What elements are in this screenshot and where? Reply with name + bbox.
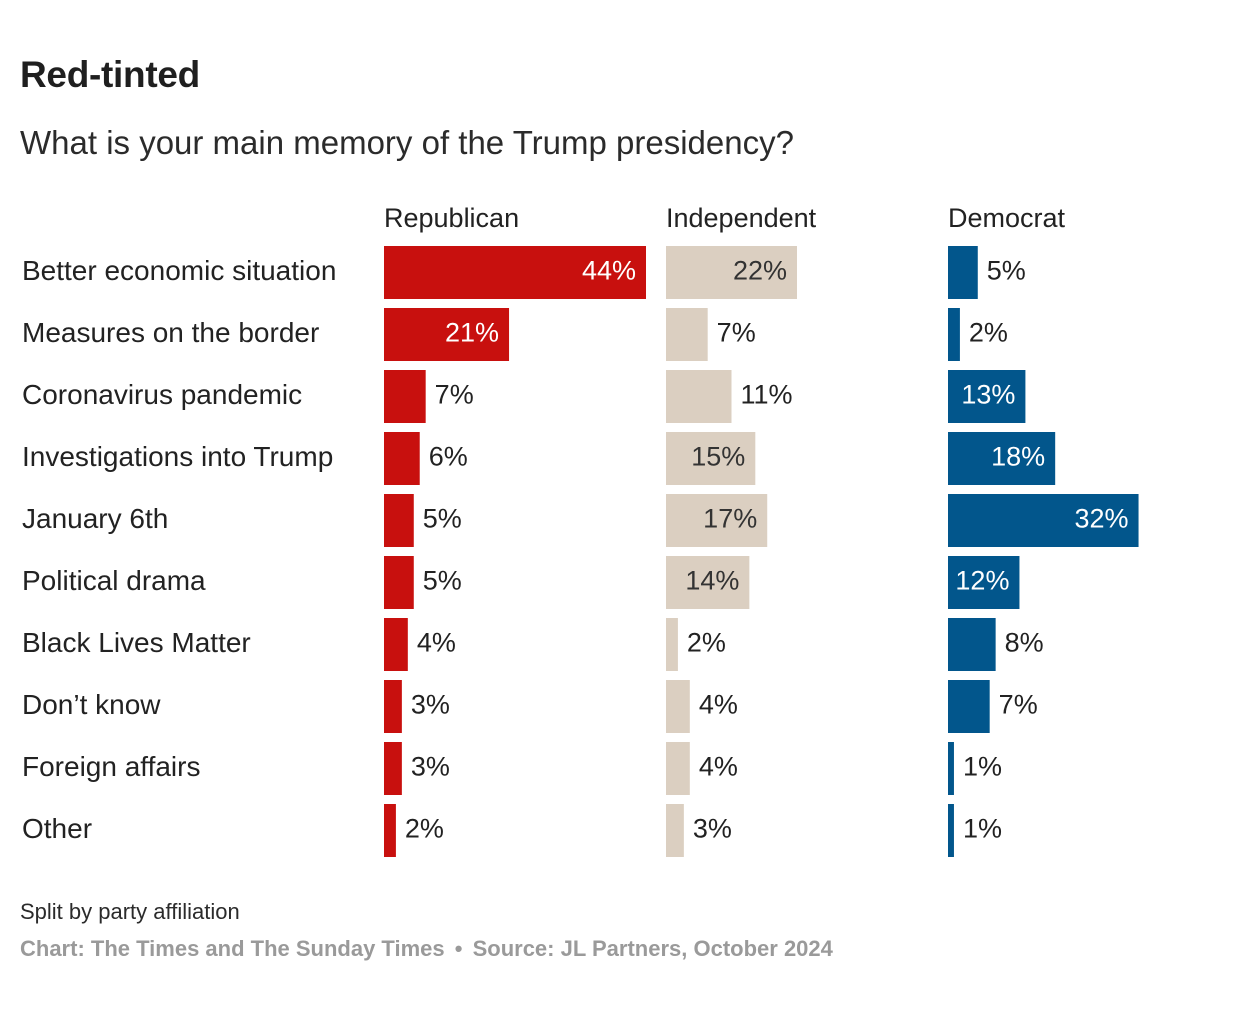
chart-credit: Chart: The Times and The Sunday Times <box>20 936 445 961</box>
value-label-independent: 14% <box>685 566 739 596</box>
value-label-democrat: 8% <box>1005 628 1044 658</box>
value-label-republican: 44% <box>582 256 636 286</box>
separator-dot: • <box>454 936 463 961</box>
bar-democrat <box>948 556 1020 609</box>
value-label-republican: 2% <box>405 814 444 844</box>
category-label: Coronavirus pandemic <box>22 379 302 410</box>
value-label-independent: 22% <box>733 256 787 286</box>
value-label-democrat: 5% <box>987 256 1026 286</box>
value-label-democrat: 13% <box>961 380 1015 410</box>
category-label: Investigations into Trump <box>22 441 333 472</box>
value-label-republican: 5% <box>423 504 462 534</box>
category-label: Don’t know <box>22 689 161 720</box>
value-label-independent: 17% <box>703 504 757 534</box>
bar-independent <box>666 618 678 671</box>
value-label-democrat: 1% <box>963 814 1002 844</box>
value-label-independent: 11% <box>741 380 793 410</box>
bar-independent <box>666 556 750 609</box>
value-label-independent: 15% <box>691 442 745 472</box>
category-label: Black Lives Matter <box>22 627 251 658</box>
bar-democrat <box>948 370 1026 423</box>
footer-note: Split by party affiliation <box>20 899 240 924</box>
bar-republican <box>384 246 646 299</box>
bar-democrat <box>948 618 996 671</box>
value-label-democrat: 18% <box>991 442 1045 472</box>
bar-independent <box>666 804 684 857</box>
series-header-republican: Republican <box>384 203 519 233</box>
bar-independent <box>666 432 756 485</box>
value-label-democrat: 32% <box>1074 504 1128 534</box>
chart-subtitle: What is your main memory of the Trump pr… <box>20 124 794 161</box>
bar-independent <box>666 680 690 733</box>
bar-republican <box>384 680 402 733</box>
chart-title: Red-tinted <box>20 54 200 95</box>
bar-independent <box>666 370 732 423</box>
category-label: January 6th <box>22 503 168 534</box>
value-label-democrat: 7% <box>999 690 1038 720</box>
value-label-republican: 7% <box>435 380 474 410</box>
bar-independent <box>666 742 690 795</box>
value-label-republican: 21% <box>445 318 499 348</box>
value-label-independent: 4% <box>699 752 738 782</box>
value-label-independent: 7% <box>717 318 756 348</box>
source-text: Source: JL Partners, October 2024 <box>472 936 833 961</box>
series-header-democrat: Democrat <box>948 203 1066 233</box>
category-label: Better economic situation <box>22 255 336 286</box>
category-label: Other <box>22 813 92 844</box>
value-label-independent: 4% <box>699 690 738 720</box>
bar-chart: Republican Independent Democrat Better econ… <box>22 203 1139 857</box>
category-label: Political drama <box>22 565 206 596</box>
bar-democrat <box>948 308 960 361</box>
bar-republican <box>384 370 426 423</box>
value-label-republican: 4% <box>417 628 456 658</box>
value-label-independent: 2% <box>687 628 726 658</box>
bar-democrat <box>948 804 954 857</box>
value-label-republican: 5% <box>423 566 462 596</box>
value-label-republican: 6% <box>429 442 468 472</box>
bar-republican <box>384 804 396 857</box>
bar-democrat <box>948 494 1139 547</box>
bar-independent <box>666 246 797 299</box>
bar-democrat <box>948 432 1056 485</box>
value-label-republican: 3% <box>411 690 450 720</box>
value-label-independent: 3% <box>693 814 732 844</box>
value-label-republican: 3% <box>411 752 450 782</box>
value-label-democrat: 12% <box>955 566 1009 596</box>
bar-republican <box>384 308 510 361</box>
value-label-democrat: 2% <box>969 318 1008 348</box>
bar-republican <box>384 556 414 609</box>
bar-republican <box>384 432 420 485</box>
bar-democrat <box>948 742 954 795</box>
bar-republican <box>384 618 408 671</box>
category-label: Foreign affairs <box>22 751 200 782</box>
bar-independent <box>666 494 768 547</box>
bar-independent <box>666 308 708 361</box>
category-label: Measures on the border <box>22 317 319 348</box>
footer-source-line: Chart: The Times and The Sunday Times • … <box>20 936 833 962</box>
bar-democrat <box>948 680 990 733</box>
bar-democrat <box>948 246 978 299</box>
bar-republican <box>384 742 402 795</box>
value-label-democrat: 1% <box>963 752 1002 782</box>
bar-republican <box>384 494 414 547</box>
series-header-independent: Independent <box>666 203 817 233</box>
